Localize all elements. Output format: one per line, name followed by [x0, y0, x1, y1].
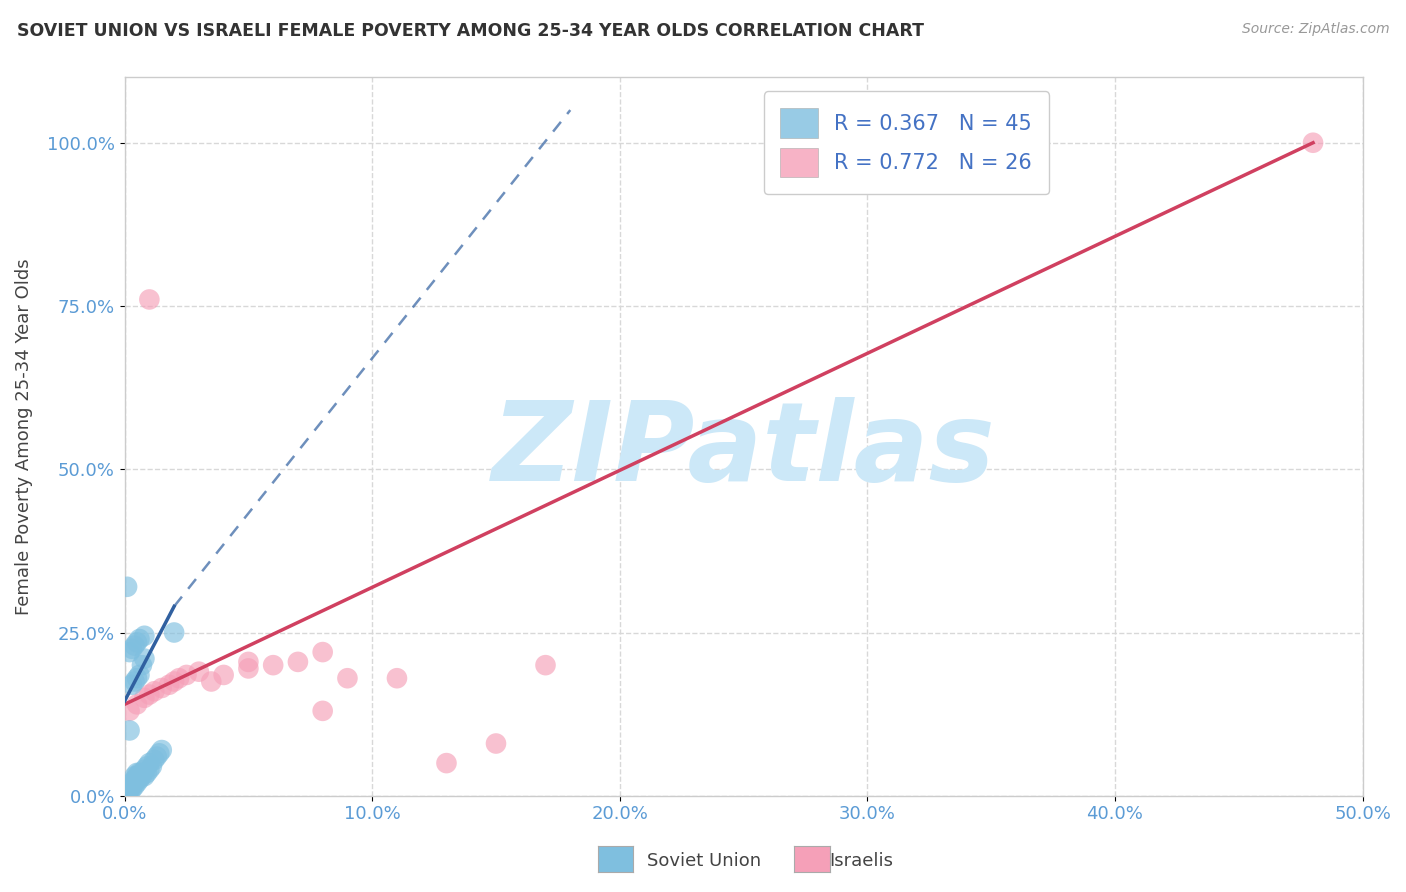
Point: [134, 769, 156, 783]
Point: [312, 704, 335, 718]
Point: [167, 671, 190, 685]
Point: [200, 674, 222, 689]
Point: [125, 769, 148, 783]
Point: [262, 658, 284, 673]
Point: [157, 678, 180, 692]
Point: [135, 765, 157, 780]
Point: [124, 779, 146, 793]
Text: Israelis: Israelis: [830, 852, 894, 870]
Point: [124, 772, 146, 787]
Point: [128, 765, 150, 780]
Legend: R = 0.367   N = 45, R = 0.772   N = 26: R = 0.367 N = 45, R = 0.772 N = 26: [763, 92, 1049, 194]
Point: [124, 775, 146, 789]
Point: [238, 661, 260, 675]
Text: ZIPatlas: ZIPatlas: [492, 398, 995, 505]
Point: [143, 684, 166, 698]
Point: [131, 765, 153, 780]
Point: [187, 665, 209, 679]
Point: [124, 639, 146, 653]
Point: [163, 674, 186, 689]
Point: [115, 580, 138, 594]
Point: [118, 785, 141, 799]
Point: [121, 779, 143, 793]
Point: [176, 668, 198, 682]
Point: [141, 759, 163, 773]
Point: [134, 629, 156, 643]
Point: [121, 678, 143, 692]
Point: [131, 769, 153, 783]
Text: Source: ZipAtlas.com: Source: ZipAtlas.com: [1241, 22, 1389, 37]
Point: [128, 668, 150, 682]
Point: [336, 671, 359, 685]
Text: SOVIET UNION VS ISRAELI FEMALE POVERTY AMONG 25-34 YEAR OLDS CORRELATION CHART: SOVIET UNION VS ISRAELI FEMALE POVERTY A…: [17, 22, 924, 40]
Point: [138, 688, 160, 702]
Point: [125, 772, 148, 787]
Point: [125, 698, 148, 712]
Point: [385, 671, 408, 685]
Point: [134, 763, 156, 777]
Point: [118, 782, 141, 797]
Point: [125, 671, 148, 685]
Point: [138, 763, 160, 777]
Point: [118, 704, 141, 718]
Point: [118, 645, 141, 659]
Point: [124, 674, 146, 689]
Point: [287, 655, 309, 669]
Point: [135, 759, 157, 773]
Point: [131, 658, 153, 673]
Point: [128, 772, 150, 787]
Point: [125, 635, 148, 649]
Point: [143, 753, 166, 767]
Point: [138, 756, 160, 771]
Point: [128, 632, 150, 646]
Point: [312, 645, 335, 659]
Point: [121, 775, 143, 789]
Point: [534, 658, 557, 673]
Point: [134, 651, 156, 665]
Point: [1302, 136, 1324, 150]
Point: [148, 747, 170, 761]
Text: Soviet Union: Soviet Union: [647, 852, 761, 870]
Point: [125, 765, 148, 780]
Point: [124, 769, 146, 783]
Point: [134, 690, 156, 705]
Point: [163, 625, 186, 640]
Point: [128, 769, 150, 783]
Point: [118, 723, 141, 738]
Point: [150, 681, 173, 695]
Point: [138, 293, 160, 307]
Point: [238, 655, 260, 669]
Point: [115, 789, 138, 803]
Point: [125, 775, 148, 789]
Point: [146, 749, 169, 764]
Point: [485, 737, 508, 751]
Point: [121, 782, 143, 797]
Y-axis label: Female Poverty Among 25-34 Year Olds: Female Poverty Among 25-34 Year Olds: [15, 259, 32, 615]
Point: [212, 668, 235, 682]
Point: [436, 756, 458, 771]
Point: [150, 743, 173, 757]
Point: [121, 641, 143, 656]
